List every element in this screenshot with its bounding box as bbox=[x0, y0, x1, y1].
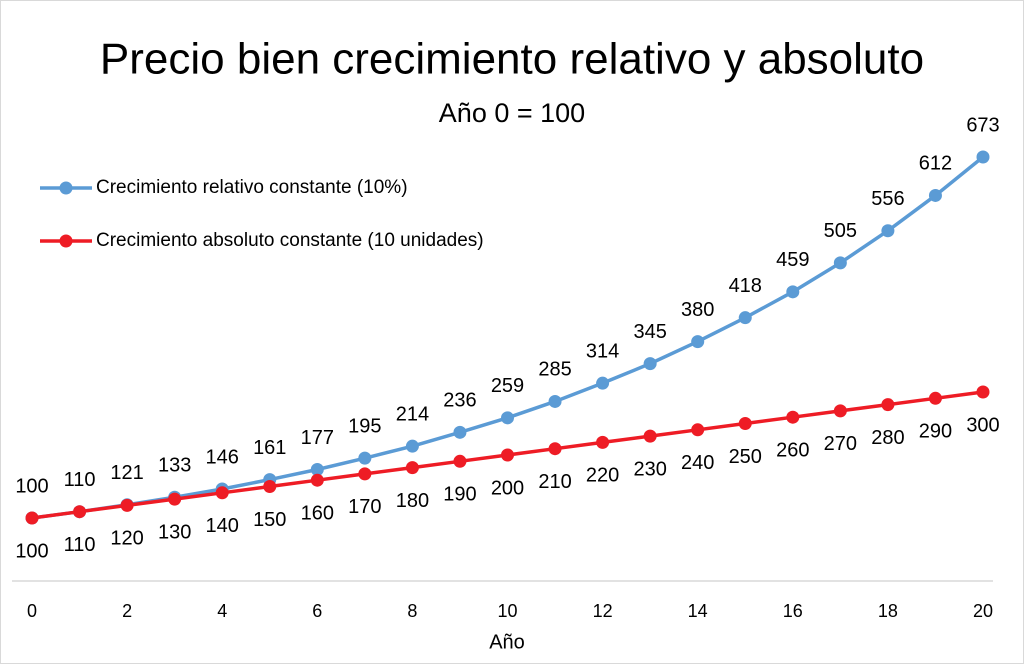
data-label: 180 bbox=[396, 490, 429, 512]
data-point bbox=[786, 285, 800, 299]
x-tick-label: 12 bbox=[593, 601, 613, 621]
data-point bbox=[976, 150, 990, 164]
data-label: 121 bbox=[110, 462, 143, 484]
data-point bbox=[358, 467, 372, 481]
data-label: 214 bbox=[396, 403, 429, 425]
data-label: 195 bbox=[348, 415, 381, 437]
data-label: 300 bbox=[966, 414, 999, 436]
data-point bbox=[310, 462, 324, 476]
data-point bbox=[548, 394, 562, 408]
x-tick-label: 16 bbox=[783, 601, 803, 621]
data-point bbox=[310, 473, 324, 487]
data-point bbox=[73, 505, 87, 519]
data-point bbox=[786, 410, 800, 424]
data-label: 110 bbox=[64, 469, 96, 491]
data-point bbox=[738, 311, 752, 325]
data-label: 270 bbox=[824, 433, 857, 455]
data-point bbox=[833, 404, 847, 418]
data-label: 280 bbox=[871, 427, 904, 449]
data-label: 505 bbox=[824, 220, 857, 242]
data-label: 556 bbox=[871, 188, 904, 210]
x-tick-label: 10 bbox=[497, 601, 517, 621]
data-label: 100 bbox=[15, 475, 48, 497]
data-label: 110 bbox=[64, 534, 96, 556]
data-point bbox=[453, 454, 467, 468]
data-point bbox=[928, 391, 942, 405]
data-point bbox=[928, 188, 942, 202]
data-label: 240 bbox=[681, 452, 714, 474]
data-point bbox=[881, 398, 895, 412]
data-point bbox=[643, 357, 657, 371]
data-label: 146 bbox=[206, 446, 239, 468]
legend-label: Crecimiento absoluto constante (10 unida… bbox=[96, 230, 484, 251]
data-label: 380 bbox=[681, 299, 714, 321]
data-point bbox=[501, 448, 514, 462]
data-label: 130 bbox=[158, 521, 191, 543]
data-point bbox=[405, 461, 419, 475]
data-point bbox=[168, 492, 182, 506]
data-label: 220 bbox=[586, 465, 619, 487]
data-label: 236 bbox=[443, 390, 476, 412]
legend-marker bbox=[59, 234, 73, 248]
data-label: 100 bbox=[15, 540, 48, 562]
data-point bbox=[548, 442, 562, 456]
x-tick-label: 8 bbox=[407, 601, 417, 621]
chart-title: Precio bien crecimiento relativo y absol… bbox=[100, 35, 924, 84]
x-tick-label: 4 bbox=[217, 601, 227, 621]
data-label: 161 bbox=[253, 437, 286, 459]
data-label: 314 bbox=[586, 340, 619, 362]
data-point bbox=[501, 411, 514, 425]
legend-label: Crecimiento relativo constante (10%) bbox=[96, 177, 408, 198]
data-point bbox=[738, 417, 752, 430]
data-point bbox=[596, 435, 610, 449]
data-label: 260 bbox=[776, 439, 809, 461]
data-point bbox=[976, 385, 990, 399]
data-label: 345 bbox=[633, 321, 666, 343]
data-label: 418 bbox=[729, 275, 762, 297]
data-label: 140 bbox=[206, 515, 239, 537]
data-label: 200 bbox=[491, 477, 524, 499]
data-point bbox=[596, 376, 610, 390]
data-label: 459 bbox=[776, 249, 809, 271]
data-point bbox=[643, 429, 657, 443]
x-tick-label: 14 bbox=[688, 601, 708, 621]
data-label: 190 bbox=[443, 484, 476, 506]
data-label: 150 bbox=[253, 509, 286, 531]
chart-subtitle: Año 0 = 100 bbox=[439, 98, 585, 128]
data-label: 160 bbox=[301, 502, 334, 524]
data-label: 673 bbox=[966, 114, 999, 136]
data-label: 290 bbox=[919, 421, 952, 443]
data-point bbox=[25, 511, 39, 525]
x-tick-label: 18 bbox=[878, 601, 898, 621]
data-point bbox=[215, 486, 229, 500]
data-label: 133 bbox=[158, 454, 191, 476]
data-point bbox=[833, 256, 847, 270]
data-label: 177 bbox=[301, 427, 334, 449]
data-label: 612 bbox=[919, 153, 952, 175]
data-point bbox=[691, 423, 705, 437]
x-axis-label: Año bbox=[489, 631, 525, 653]
data-label: 210 bbox=[538, 471, 571, 493]
x-tick-label: 6 bbox=[312, 601, 322, 621]
data-point bbox=[263, 480, 277, 493]
data-label: 259 bbox=[491, 375, 524, 397]
data-point bbox=[453, 425, 467, 439]
data-point bbox=[120, 498, 134, 512]
data-point bbox=[691, 335, 705, 349]
data-label: 170 bbox=[348, 496, 381, 518]
data-point bbox=[358, 451, 372, 465]
x-tick-label: 20 bbox=[973, 601, 993, 621]
data-label: 250 bbox=[729, 446, 762, 468]
x-tick-label: 2 bbox=[122, 601, 132, 621]
data-point bbox=[405, 439, 419, 453]
data-point bbox=[881, 224, 895, 238]
x-tick-label: 0 bbox=[27, 601, 37, 621]
data-label: 285 bbox=[538, 359, 571, 381]
legend-marker bbox=[59, 181, 73, 195]
data-label: 230 bbox=[633, 458, 666, 480]
data-label: 120 bbox=[110, 528, 143, 550]
